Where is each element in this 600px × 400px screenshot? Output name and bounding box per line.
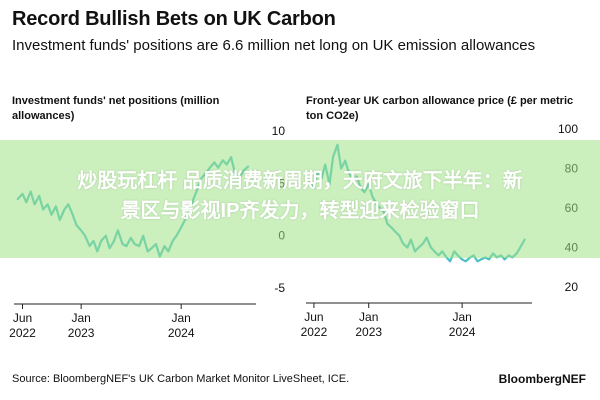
source-note: Source: BloombergNEF's UK Carbon Market …	[12, 373, 350, 385]
overlay-text-line2: 景区与影视IP齐发力，转型迎来检验窗口	[120, 200, 480, 222]
overlay-text-line1: 炒股玩杠杆 品质消费新周期，天府文旅下半年：新	[77, 170, 523, 192]
left-y-tick-label-3: -5	[274, 281, 285, 295]
brand-logo-text: BloombergNEF	[498, 372, 586, 386]
left-y-tick-label-0: 10	[272, 124, 286, 138]
overlay-text: 炒股玩杠杆 品质消费新周期，天府文旅下半年：新 景区与影视IP齐发力，转型迎来检…	[0, 166, 600, 226]
overlay-banner	[0, 140, 600, 258]
left-chart-title: Investment funds' net positions (million…	[12, 95, 220, 122]
left-x-tick-label-year-2: 2024	[168, 326, 195, 340]
right-chart-title: Front-year UK carbon allowance price (£ …	[306, 95, 574, 122]
left-x-tick-label-year-0: 2022	[9, 326, 36, 340]
left-x-tick-label-month-0: Jun	[13, 311, 32, 325]
left-x-tick-label-month-1: Jan	[71, 311, 90, 325]
left-x-tick-label-year-1: 2023	[68, 326, 95, 340]
chart-title-main: Record Bullish Bets on UK Carbon	[12, 8, 336, 30]
chart-subtitle: Investment funds' positions are 6.6 mill…	[12, 37, 536, 54]
left-x-tick-label-month-2: Jan	[172, 311, 191, 325]
